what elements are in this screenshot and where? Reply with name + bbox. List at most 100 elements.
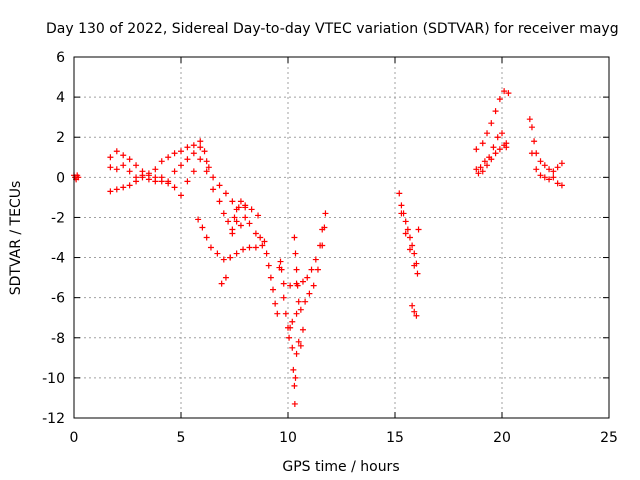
data-point (165, 180, 172, 187)
data-point (409, 242, 416, 249)
data-point (126, 182, 133, 189)
data-point (139, 174, 146, 181)
data-point (201, 148, 208, 155)
series-arc-start (71, 172, 82, 183)
data-point (145, 172, 152, 179)
data-point (402, 218, 409, 225)
data-point (396, 190, 403, 197)
data-point (402, 230, 409, 237)
data-point (246, 220, 253, 227)
series-arc-3-spike (291, 234, 302, 305)
data-point (297, 342, 304, 349)
data-point (210, 186, 217, 193)
data-point (171, 150, 178, 157)
data-point (404, 226, 411, 233)
data-point (171, 168, 178, 175)
data-point (287, 282, 294, 289)
data-point (218, 280, 225, 287)
data-point (541, 174, 548, 181)
y-tick-label: -4 (51, 251, 65, 267)
y-tick-label: -6 (51, 291, 65, 307)
y-tick-label: -12 (42, 411, 65, 427)
data-point (237, 222, 244, 229)
data-point (299, 326, 306, 333)
data-point (113, 166, 120, 173)
data-point (229, 230, 236, 237)
series-arc-4-lower (398, 210, 418, 269)
data-point (248, 206, 255, 213)
data-point (152, 166, 159, 173)
data-point (492, 150, 499, 157)
data-point (113, 186, 120, 193)
data-point (415, 226, 422, 233)
y-tick-label: 0 (56, 170, 65, 186)
x-tick-label: 25 (600, 430, 618, 446)
data-point (492, 108, 499, 115)
data-point (299, 278, 306, 285)
data-point (411, 262, 418, 269)
data-point (473, 166, 480, 173)
data-point (184, 156, 191, 163)
data-point (526, 116, 533, 123)
data-point (257, 234, 264, 241)
data-point (242, 214, 249, 221)
series-arc-5-lower (473, 130, 510, 173)
data-point (289, 344, 296, 351)
data-point (479, 168, 486, 175)
y-tick-label: 4 (56, 90, 65, 106)
chart-title: Day 130 of 2022, Sidereal Day-to-day VTE… (46, 21, 619, 37)
series-arc-3-dip (287, 324, 306, 407)
data-point (488, 156, 495, 163)
data-point (252, 230, 259, 237)
data-point (528, 150, 535, 157)
data-point (287, 324, 294, 331)
y-axis-label: SDTVAR / TECUs (8, 181, 24, 296)
data-point (537, 172, 544, 179)
data-point (280, 280, 287, 287)
grid-lines (74, 57, 609, 418)
y-tick-label: -2 (51, 210, 65, 226)
data-point (205, 164, 212, 171)
data-point (203, 158, 210, 165)
data-point (246, 244, 253, 251)
data-point (178, 192, 184, 199)
data-point (220, 210, 227, 217)
data-point (265, 262, 272, 269)
data-point (261, 238, 268, 245)
data-point (252, 244, 259, 251)
data-point (120, 152, 127, 159)
tick-labels: 0 5 10 15 20 25 -12 -10 -8 -6 -4 -2 0 2 4 6 (42, 50, 618, 446)
data-point (190, 168, 197, 175)
data-point (229, 198, 236, 205)
data-point (216, 182, 223, 189)
data-point (222, 190, 229, 197)
data-point (199, 224, 206, 231)
data-point (255, 212, 262, 219)
data-point (184, 178, 191, 185)
data-point (107, 154, 114, 161)
data-point (411, 250, 418, 257)
data-point (406, 246, 413, 253)
data-point (237, 198, 244, 205)
data-point (306, 290, 313, 297)
data-point (171, 184, 178, 191)
data-point (558, 160, 565, 167)
data-point (165, 154, 172, 161)
data-point (505, 90, 512, 97)
data-point (546, 176, 553, 183)
data-point (496, 96, 503, 103)
data-point (158, 158, 165, 165)
y-tick-label: -10 (42, 371, 65, 387)
x-tick-label: 10 (279, 430, 297, 446)
data-point (259, 242, 266, 249)
data-point (197, 138, 204, 145)
data-point (227, 254, 234, 261)
data-point (214, 250, 221, 257)
data-point (178, 148, 184, 155)
data-point (558, 182, 565, 189)
data-point (292, 250, 299, 257)
data-point (225, 218, 232, 225)
data-point (398, 202, 405, 209)
data-point (133, 178, 140, 185)
data-point (120, 162, 127, 169)
